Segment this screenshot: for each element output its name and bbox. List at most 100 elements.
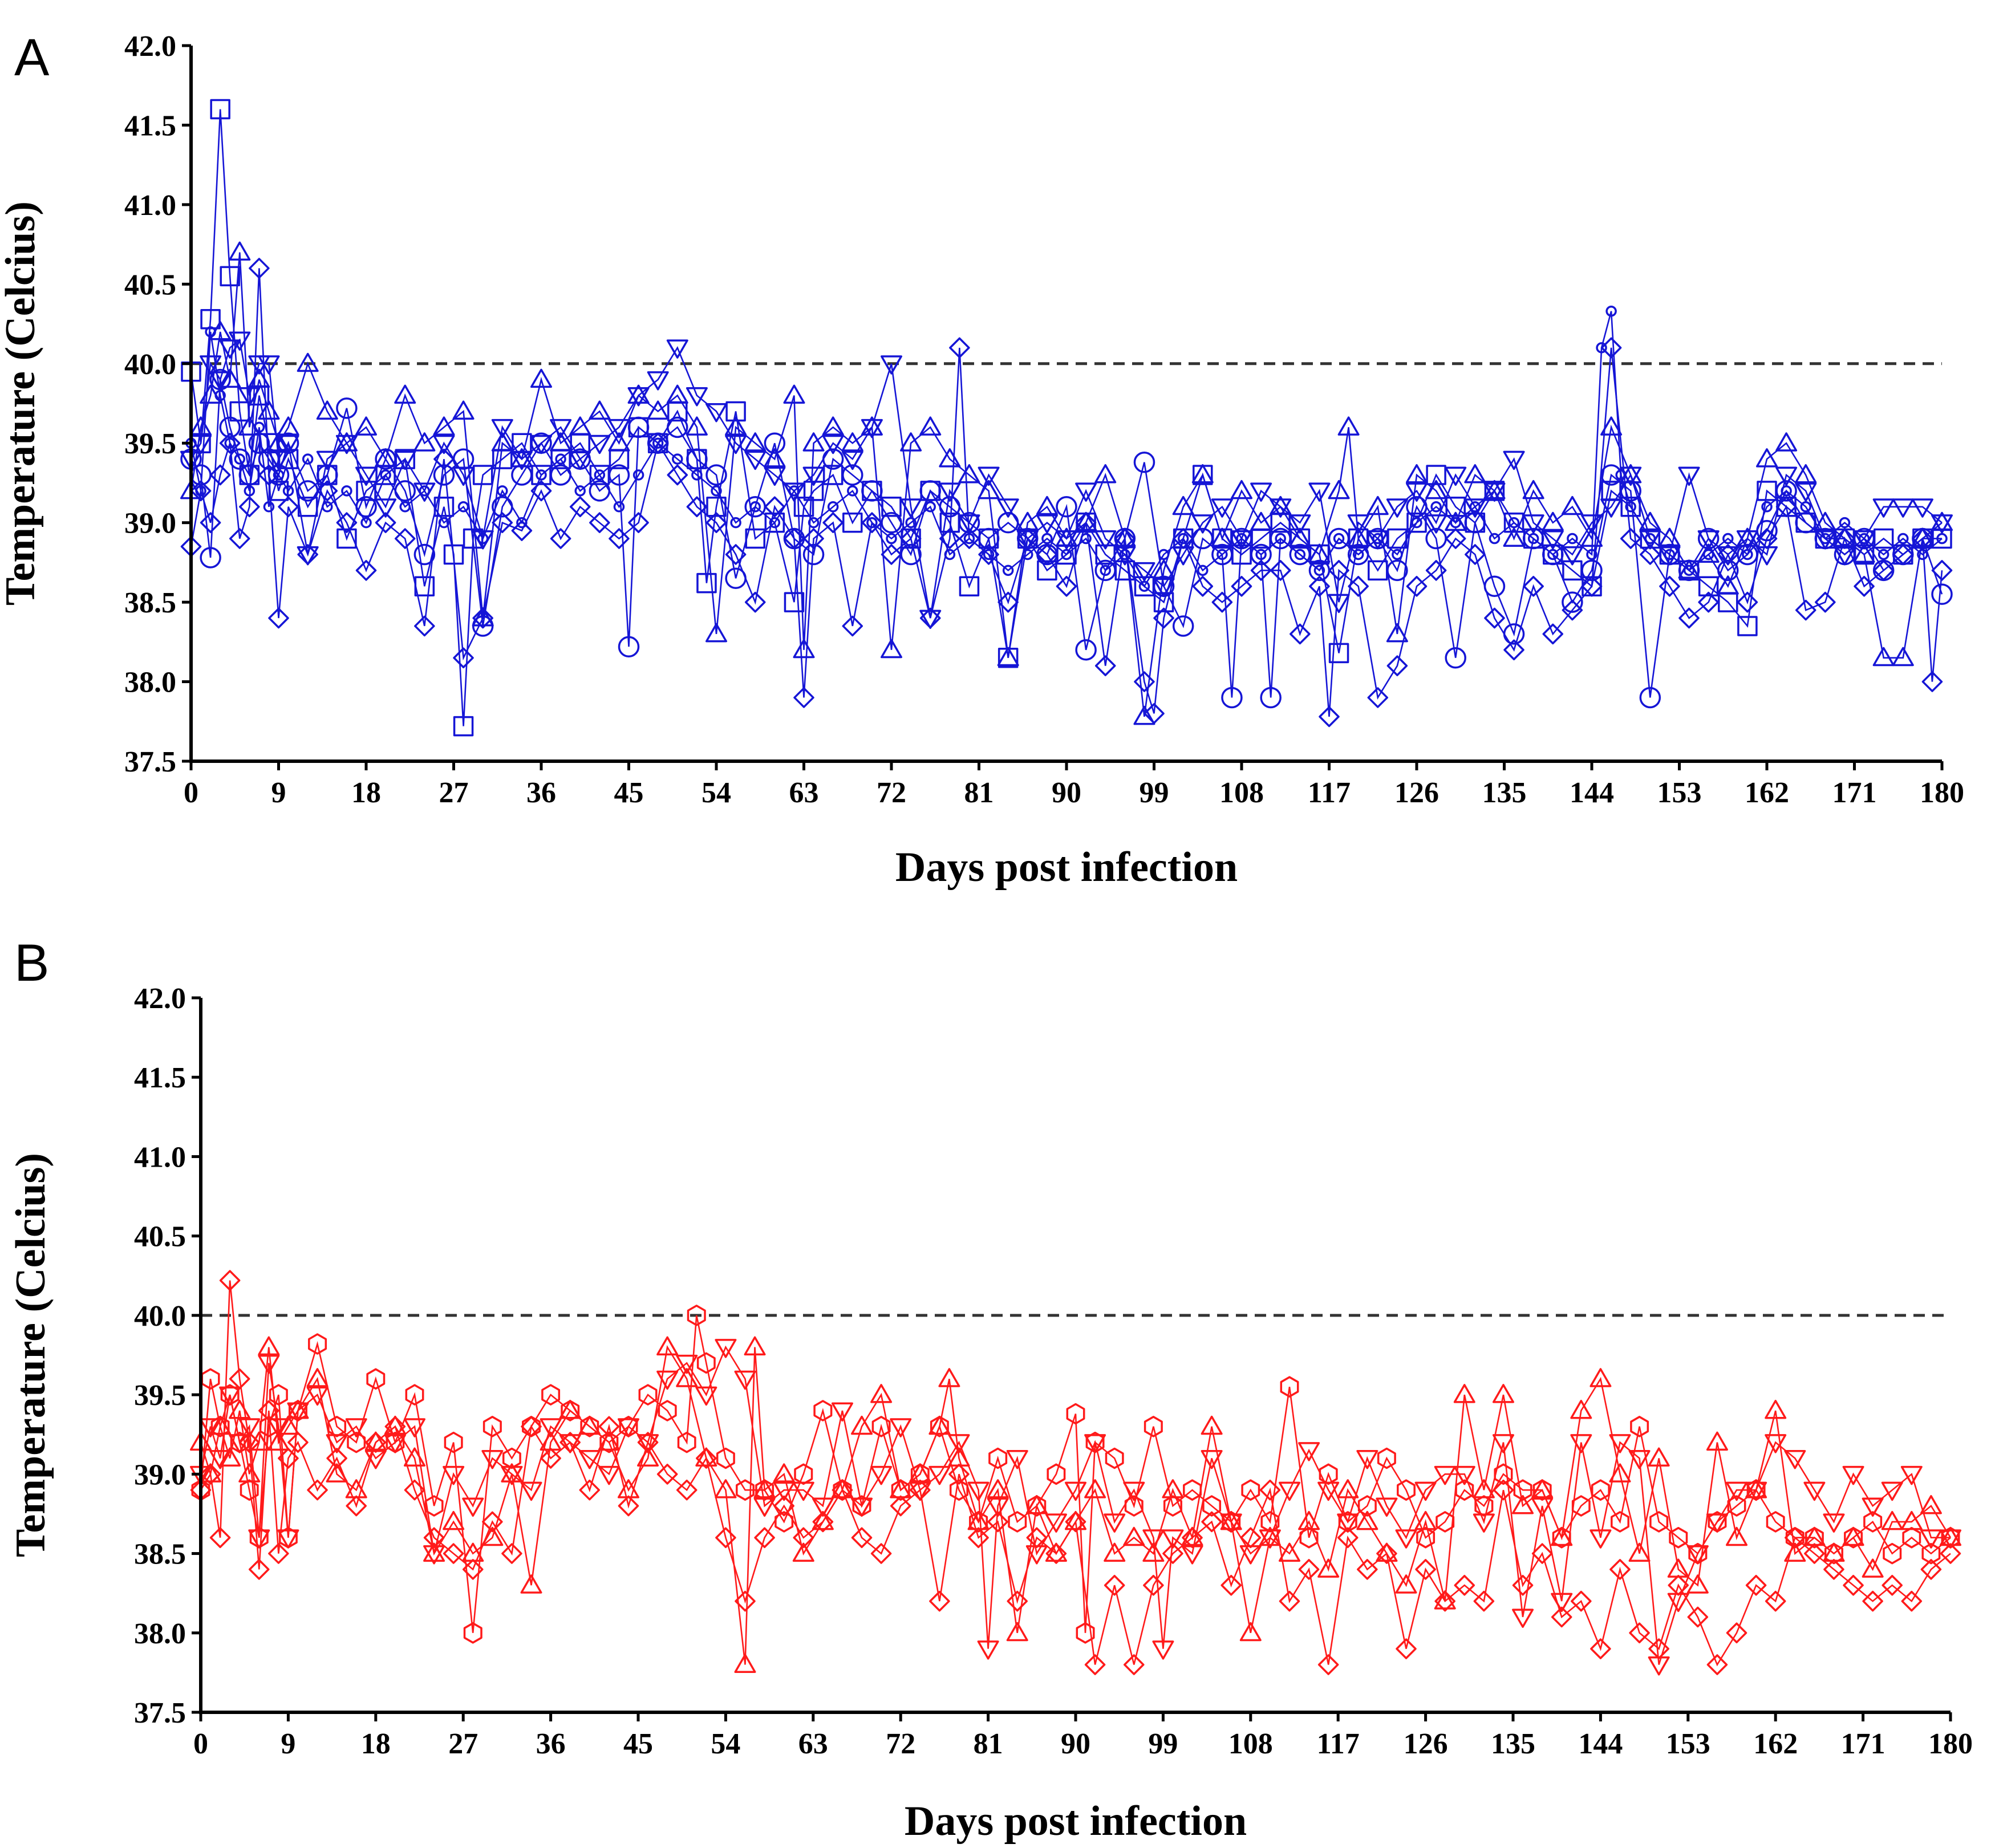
data-point: [1469, 501, 1481, 513]
data-point: [1795, 482, 1817, 502]
data-point: [481, 1449, 504, 1469]
data-point: [472, 607, 493, 629]
data-point: [1313, 564, 1325, 576]
data-point: [578, 1449, 601, 1469]
data-point: [1940, 1543, 1961, 1564]
x-tick-label: 54: [702, 777, 731, 809]
data-point: [656, 1336, 679, 1356]
data-point: [1445, 466, 1467, 486]
data-point: [794, 1463, 813, 1485]
data-point: [1357, 1559, 1378, 1580]
data-point: [1591, 1479, 1610, 1501]
data-point: [1367, 687, 1389, 708]
data-point: [963, 533, 975, 545]
x-tick-label: 63: [798, 1728, 828, 1760]
data-point: [632, 469, 644, 481]
data-point: [1561, 495, 1583, 515]
data-point: [1483, 480, 1506, 499]
series-animal-6: [185, 305, 1948, 592]
data-point: [969, 1511, 988, 1533]
data-point: [1357, 1495, 1377, 1517]
data-point: [1406, 482, 1428, 502]
y-tick-label: 38.5: [124, 587, 176, 619]
data-point: [1066, 1403, 1085, 1425]
data-point: [1045, 1513, 1067, 1533]
data-point: [249, 1559, 270, 1580]
data-point: [1644, 533, 1656, 545]
data-point: [1259, 1529, 1281, 1549]
data-point: [1547, 549, 1559, 561]
data-point: [240, 1479, 259, 1501]
data-point: [1532, 1479, 1552, 1501]
data-point: [1236, 533, 1247, 545]
data-point: [1182, 1527, 1203, 1548]
data-point: [200, 512, 221, 533]
data-point: [1736, 530, 1758, 550]
data-point: [948, 1434, 970, 1453]
y-tick-label: 40.0: [124, 348, 176, 381]
data-point: [1142, 1529, 1165, 1549]
data-point: [550, 419, 572, 438]
data-point: [277, 1529, 299, 1549]
data-point: [1434, 1465, 1456, 1485]
data-point: [536, 469, 547, 481]
data-point: [788, 485, 800, 497]
data-point: [851, 1415, 873, 1435]
data-point: [1640, 544, 1661, 565]
data-point: [1153, 607, 1174, 629]
x-tick-label: 27: [439, 777, 469, 809]
data-point: [472, 607, 494, 627]
data-point: [871, 1416, 891, 1437]
y-axis-title: Temperature (Celcius): [7, 1153, 54, 1557]
data-point: [1027, 1495, 1047, 1517]
data-point: [929, 1590, 950, 1612]
data-point: [1144, 1416, 1163, 1437]
data-point: [773, 1463, 795, 1483]
data-point: [939, 448, 961, 468]
data-point: [1901, 1590, 1923, 1612]
series-animal-5: [180, 258, 1953, 728]
data-point: [1056, 530, 1077, 550]
y-tick-label: 38.5: [134, 1538, 186, 1571]
data-point: [988, 1447, 1008, 1469]
data-point: [812, 1511, 834, 1533]
data-point: [1492, 1434, 1514, 1453]
data-point: [1368, 560, 1388, 581]
data-point: [1745, 1479, 1767, 1498]
data-point: [1931, 514, 1953, 534]
data-point: [229, 241, 251, 261]
data-point: [672, 453, 683, 465]
data-point: [482, 1416, 502, 1437]
data-point: [1104, 1513, 1126, 1533]
data-point: [555, 453, 566, 465]
data-point: [725, 401, 746, 422]
series-line: [190, 268, 1943, 717]
data-point: [1484, 607, 1505, 629]
data-point: [1609, 1434, 1631, 1453]
data-point: [696, 1352, 716, 1374]
data-point: [773, 1495, 794, 1517]
data-point: [1134, 576, 1155, 596]
data-point: [1123, 1526, 1145, 1546]
data-point: [501, 1543, 522, 1564]
data-point: [784, 528, 805, 549]
data-point: [1512, 1609, 1534, 1628]
data-point: [1162, 1529, 1184, 1549]
y-tick-label: 41.0: [134, 1141, 186, 1173]
data-point: [1084, 1434, 1106, 1453]
data-point: [1678, 607, 1700, 629]
data-point: [822, 416, 844, 436]
x-tick-label: 81: [964, 777, 994, 809]
data-point: [1278, 1481, 1300, 1501]
data-point: [1211, 527, 1233, 547]
data-point: [958, 514, 980, 534]
data-point: [705, 464, 727, 486]
data-point: [1473, 1513, 1495, 1533]
panel-letter: B: [14, 934, 49, 992]
data-point: [457, 501, 469, 513]
data-point: [1328, 527, 1350, 550]
data-point: [1337, 1513, 1359, 1533]
x-tick-label: 36: [526, 777, 556, 809]
data-point: [861, 419, 883, 438]
data-point: [959, 576, 980, 596]
